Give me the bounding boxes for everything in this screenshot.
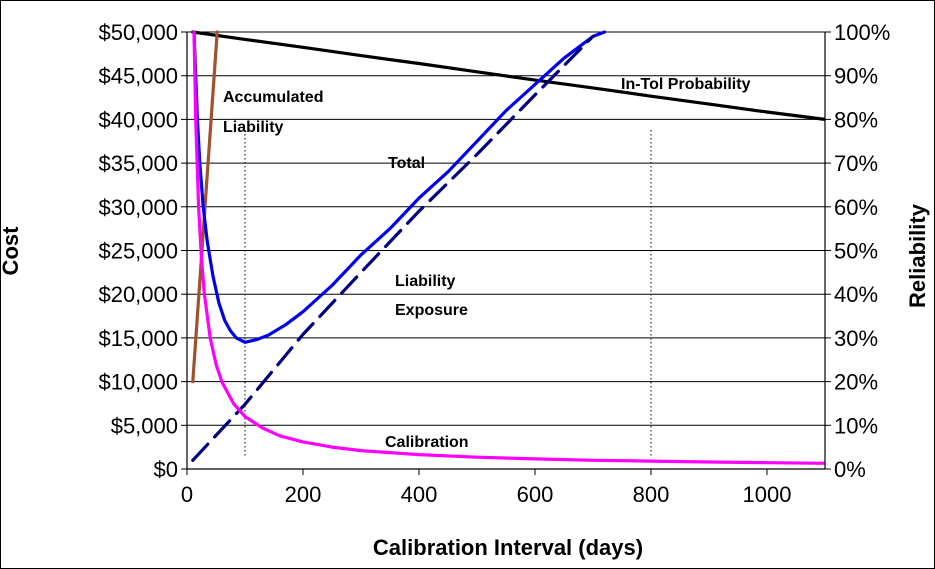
y-tick-label-5: $25,000 (98, 239, 178, 264)
y-tick-label-3: $15,000 (98, 326, 178, 351)
annotation-liability-line2: Exposure (395, 302, 468, 319)
y2-tick-label-3: 30% (834, 326, 878, 351)
y-tick-label-1: $5,000 (111, 413, 178, 438)
axis-layer (181, 31, 831, 475)
annotation-in-tol-probability: In-Tol Probability (621, 76, 751, 93)
y-tick-label-6: $30,000 (98, 195, 178, 220)
annotation-calibration: Calibration (385, 434, 469, 451)
x-tick-label-2: 400 (401, 482, 438, 507)
y-axis-title: Cost (0, 226, 23, 276)
y2-tick-label-2: 20% (834, 370, 878, 395)
y-tick-label-10: $50,000 (98, 20, 178, 45)
y2-tick-label-8: 80% (834, 107, 878, 132)
reference-lines (244, 130, 652, 457)
y-tick-label-2: $10,000 (98, 370, 178, 395)
y2-tick-label-6: 60% (834, 195, 878, 220)
series-line-calibration (192, 30, 825, 465)
annotation-total: Total (388, 155, 425, 172)
x-tick-label-1: 200 (285, 482, 322, 507)
y2-axis-title: Reliability (905, 203, 930, 308)
x-axis-title: Calibration Interval (days) (373, 535, 643, 560)
x-tick-label-4: 800 (633, 482, 670, 507)
y2-tick-label-0: 0% (834, 457, 866, 482)
x-tick-label-0: 0 (181, 482, 193, 507)
y-tick-label-4: $20,000 (98, 282, 178, 307)
x-tick-label-3: 600 (517, 482, 554, 507)
series-line-accumulated (191, 30, 219, 384)
series-line-liability (191, 34, 595, 462)
series-layer (191, 30, 825, 465)
y2-tick-label-10: 100% (834, 20, 890, 45)
annotation-accumulated-line1: Accumulated (223, 89, 323, 106)
y-tick-label-9: $45,000 (98, 64, 178, 89)
annotation-accumulated-line2: Liability (223, 119, 284, 136)
series-line-reliability (191, 30, 825, 122)
y2-tick-label-9: 90% (834, 64, 878, 89)
y-tick-label-8: $40,000 (98, 107, 178, 132)
y2-tick-label-1: 10% (834, 413, 878, 438)
y2-tick-label-5: 50% (834, 239, 878, 264)
x-tick-label-5: 1000 (743, 482, 792, 507)
y-tick-label-0: $0 (154, 457, 178, 482)
annotation-liability-line1: Liability (395, 273, 456, 290)
y-tick-label-7: $35,000 (98, 151, 178, 176)
series-line-total (192, 30, 607, 344)
tick-labels: $0 $5,000 $10,000 $15,000 $20,000 $25,000 $30,… (98, 20, 890, 507)
y2-tick-label-7: 70% (834, 151, 878, 176)
y2-tick-label-4: 40% (834, 282, 878, 307)
